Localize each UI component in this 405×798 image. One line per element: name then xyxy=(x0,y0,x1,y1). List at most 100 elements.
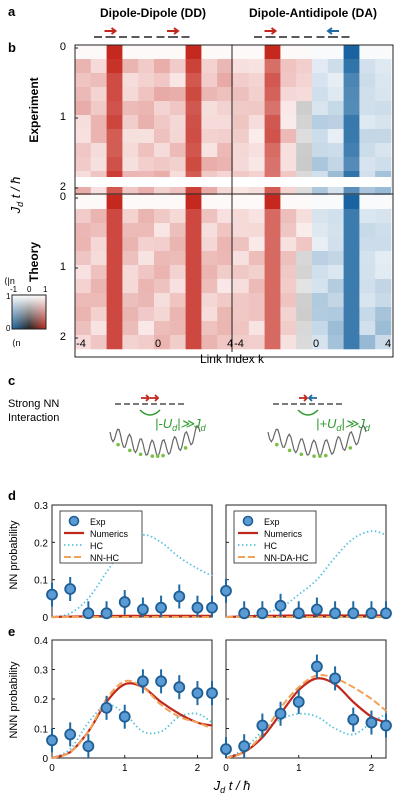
exp-point xyxy=(82,607,95,620)
heatmap-cell xyxy=(106,87,123,102)
heatmap-cell xyxy=(280,321,297,336)
heatmap-cell xyxy=(359,59,376,74)
heatmap-cell xyxy=(169,307,186,322)
heatmap-cell xyxy=(90,87,107,102)
heatmap-cell xyxy=(75,223,92,238)
heatmap-cell xyxy=(138,237,155,252)
panel-label-e: e xyxy=(8,624,15,639)
heatmap-cell xyxy=(343,73,360,88)
heatmap xyxy=(233,195,392,350)
heatmap-cell xyxy=(217,307,234,322)
heatmap-cell xyxy=(233,279,250,294)
exp-point xyxy=(347,607,360,620)
heatmap-cell xyxy=(201,115,218,130)
potential-diagrams xyxy=(109,394,367,458)
color-map-legend: ⟨|n 1 0 -1 0 1 ⟨n xyxy=(4,276,48,348)
heatmap-cell xyxy=(122,279,139,294)
heatmap-cell xyxy=(359,293,376,308)
heatmap-cell xyxy=(106,307,123,322)
exp-point xyxy=(82,740,95,753)
heatmap-cell xyxy=(106,115,123,130)
heatmap-cell xyxy=(343,251,360,266)
heatmap-cell xyxy=(296,321,313,336)
heatmap-cell xyxy=(106,335,123,350)
heatmap-cell xyxy=(312,223,329,238)
heatmap-cell xyxy=(375,321,392,336)
heatmap-cell xyxy=(280,265,297,280)
heatmap-cell xyxy=(75,209,92,224)
legend-text: HC xyxy=(264,541,277,551)
heatmap-cell xyxy=(248,335,265,350)
heatmap-cell xyxy=(201,265,218,280)
heatmap-cell xyxy=(248,251,265,266)
particle-dot xyxy=(299,452,304,457)
heatmap-cell xyxy=(138,223,155,238)
heatmap-cell xyxy=(122,223,139,238)
exp-point xyxy=(46,734,58,747)
cmap-tick: 1 xyxy=(43,285,48,294)
heatmap-cell xyxy=(169,279,186,294)
heatmap-cell xyxy=(312,115,329,130)
heatmap-cell xyxy=(154,115,171,130)
exp-point xyxy=(220,743,232,756)
heatmap-cell xyxy=(296,293,313,308)
heatmap-cell xyxy=(359,101,376,116)
heatmap-cell xyxy=(296,45,313,60)
heatmap-cell xyxy=(233,321,250,336)
exp-point xyxy=(365,716,378,729)
heatmap-cell xyxy=(217,45,234,60)
time-tick-label: 2 xyxy=(60,331,66,343)
heatmap-cell xyxy=(122,321,139,336)
heatmap-cell xyxy=(359,195,376,210)
heatmap-cell xyxy=(90,143,107,158)
panel-label-b: b xyxy=(8,40,16,55)
heatmap-cell xyxy=(327,45,344,60)
heatmap-cell xyxy=(375,101,392,116)
exp-point xyxy=(292,696,305,708)
legend-text: NN-DA-HC xyxy=(264,553,309,563)
heatmap-cell xyxy=(280,45,297,60)
heatmap-cell xyxy=(185,293,202,308)
heatmap-cell xyxy=(217,101,234,116)
heatmap-cell xyxy=(375,265,392,280)
heatmap-cell xyxy=(359,251,376,266)
heatmap-cell xyxy=(169,223,186,238)
plot-d-left: 0 0.1 0.2 0.3 Exp Numerics HC NN-HC xyxy=(34,501,218,624)
heatmap-cell xyxy=(375,307,392,322)
heatmap-cell xyxy=(90,251,107,266)
exp-point xyxy=(311,660,323,673)
heatmap-cell xyxy=(75,157,92,172)
heatmap-cell xyxy=(327,73,344,88)
legend-box xyxy=(233,510,317,564)
heatmap-cell xyxy=(264,59,281,74)
colormap-fade xyxy=(12,295,46,329)
heatmap-frame xyxy=(74,44,394,358)
heatmap-cell xyxy=(312,87,329,102)
heatmap-cell xyxy=(296,129,313,144)
heatmap-cell xyxy=(154,265,171,280)
panel-label-a: a xyxy=(8,4,16,19)
y-tick-label: 0.3 xyxy=(34,501,48,512)
heatmap-cell xyxy=(201,59,218,74)
heatmap-cell xyxy=(264,73,281,88)
heatmap-cell xyxy=(217,143,234,158)
heatmap-cell xyxy=(106,321,123,336)
heatmap-cell xyxy=(106,209,123,224)
heatmap-cell xyxy=(296,87,313,102)
heatmap-cell xyxy=(106,265,123,280)
heatmap-cell xyxy=(201,251,218,266)
heatmap-cell xyxy=(375,293,392,308)
particle-dot xyxy=(324,453,328,458)
particle-dot xyxy=(161,453,165,458)
cmap-tick: 1 xyxy=(6,292,11,301)
heatmap-cell xyxy=(169,293,186,308)
heatmap-cell xyxy=(296,237,313,252)
heatmap-cell xyxy=(327,115,344,130)
heatmap-cell xyxy=(296,223,313,238)
heatmap-cell xyxy=(138,279,155,294)
heatmap-cell xyxy=(217,279,234,294)
time-tick-label: 1 xyxy=(60,111,66,123)
heatmap-cell xyxy=(201,307,218,322)
heatmap-cell xyxy=(233,209,250,224)
heatmap-cell xyxy=(264,129,281,144)
